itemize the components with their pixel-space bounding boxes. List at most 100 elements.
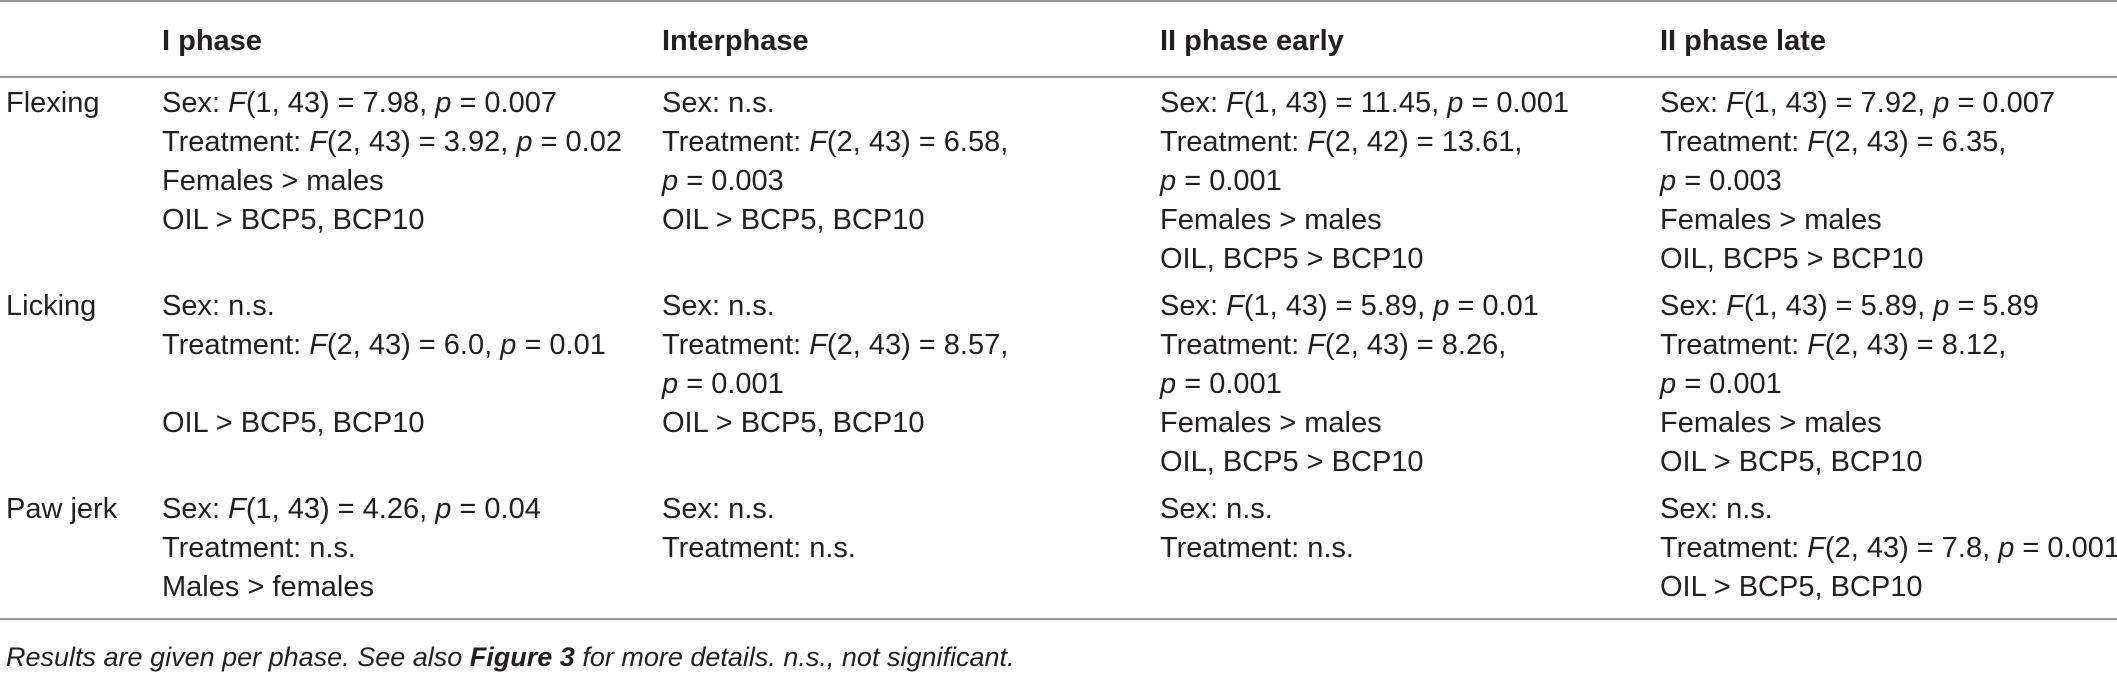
stat-symbol: F bbox=[309, 126, 327, 158]
table-cell: Sex: n.s. Treatment: F(2, 43) = 7.8, p = … bbox=[1660, 487, 2117, 620]
stat-text: (2, 43) = 6.35, bbox=[1824, 126, 2007, 158]
stat-text: (2, 43) = 8.26, bbox=[1324, 329, 1507, 361]
header-cell-ii-phase-late: II phase late bbox=[1660, 0, 2117, 78]
footnote-text-before: Results are given per phase. See also bbox=[6, 642, 470, 672]
stat-symbol: F bbox=[1226, 290, 1244, 322]
stat-text: (2, 43) = 7.8, bbox=[1824, 532, 1999, 564]
table-cell: Sex: n.s. Treatment: F(2, 43) = 6.0, p = … bbox=[162, 284, 662, 487]
stat-text: = 0.003 bbox=[1676, 165, 1782, 197]
stat-text: (1, 43) = 7.98, bbox=[245, 87, 436, 119]
cell-line: p = 0.001 bbox=[1160, 365, 1660, 404]
stat-symbol: p bbox=[435, 493, 452, 525]
header-cell-i-phase: I phase bbox=[162, 0, 662, 78]
table-cell: Sex: F(1, 43) = 5.89, p = 5.89 Treatment:… bbox=[1660, 284, 2117, 487]
stat-text: Sex: bbox=[1660, 290, 1727, 322]
cell-line: Sex: F(1, 43) = 7.92, p = 0.007 bbox=[1660, 84, 2117, 123]
stat-symbol: p bbox=[1998, 532, 2015, 564]
stat-text: Treatment: bbox=[1160, 329, 1308, 361]
cell-line: p = 0.003 bbox=[1660, 162, 2117, 201]
row-label: Paw jerk bbox=[0, 487, 162, 620]
cell-line: Treatment: F(2, 43) = 6.35, bbox=[1660, 123, 2117, 162]
stat-text: (2, 43) = 8.57, bbox=[826, 329, 1009, 361]
stat-text: (2, 43) = 6.0, bbox=[326, 329, 501, 361]
stat-text: = 0.001 bbox=[1176, 368, 1282, 400]
stat-text: = 0.01 bbox=[1449, 290, 1539, 322]
cell-line: Treatment: F(2, 43) = 3.92, p = 0.02 bbox=[162, 123, 662, 162]
table-cell: Sex: F(1, 43) = 4.26, p = 0.04 Treatment:… bbox=[162, 487, 662, 620]
header-cell-interphase: Interphase bbox=[662, 0, 1160, 78]
stat-text: = 0.01 bbox=[516, 329, 606, 361]
row-label: Flexing bbox=[6, 87, 100, 119]
cell-line: OIL > BCP5, BCP10 bbox=[1660, 446, 1923, 478]
table-cell: Sex: n.s. Treatment: n.s. bbox=[1160, 487, 1660, 620]
stat-text: (2, 43) = 3.92, bbox=[326, 126, 517, 158]
stat-symbol: F bbox=[1307, 126, 1325, 158]
stat-text: Sex: bbox=[1160, 290, 1227, 322]
cell-line: Treatment: F(2, 43) = 6.58, bbox=[662, 123, 1160, 162]
stat-text: = 0.007 bbox=[1949, 87, 2055, 119]
footnote-text-after: for more details. n.s., not significant. bbox=[574, 642, 1015, 672]
cell-line: Treatment: F(2, 43) = 6.0, p = 0.01 bbox=[162, 326, 662, 365]
cell-line: Sex: n.s. bbox=[662, 493, 775, 525]
row-label: Licking bbox=[6, 290, 97, 322]
cell-line: OIL, BCP5 > BCP10 bbox=[1160, 446, 1424, 478]
table-row: Flexing Sex: F(1, 43) = 7.98, p = 0.007 Tr… bbox=[0, 77, 2117, 284]
table-cell: Sex: F(1, 43) = 7.98, p = 0.007 Treatment… bbox=[162, 77, 662, 284]
table-footnote: Results are given per phase. See also Fi… bbox=[6, 642, 1015, 673]
stat-text: (2, 42) = 13.61, bbox=[1324, 126, 1523, 158]
cell-line: Sex: F(1, 43) = 4.26, p = 0.04 bbox=[162, 490, 662, 529]
table-cell: Sex: n.s. Treatment: F(2, 43) = 8.57, p = … bbox=[662, 284, 1160, 487]
cell-line: Females > males bbox=[1160, 407, 1382, 439]
cell-line: Treatment: F(2, 43) = 8.26, bbox=[1160, 326, 1660, 365]
stat-text: (2, 43) = 6.58, bbox=[826, 126, 1009, 158]
stat-text: (1, 43) = 11.45, bbox=[1243, 87, 1448, 119]
table-cell: Sex: F(1, 43) = 11.45, p = 0.001 Treatmen… bbox=[1160, 77, 1660, 284]
cell-line: Treatment: F(2, 43) = 7.8, p = 0.001 bbox=[1660, 529, 2117, 568]
results-table: I phase Interphase II phase early II pha… bbox=[0, 0, 2117, 620]
stat-symbol: p bbox=[500, 329, 517, 361]
stat-symbol: p bbox=[516, 126, 533, 158]
stat-text: Sex: bbox=[162, 493, 229, 525]
cell-line: Sex: F(1, 43) = 5.89, p = 5.89 bbox=[1660, 287, 2117, 326]
table-cell: Sex: F(1, 43) = 7.92, p = 0.007 Treatment… bbox=[1660, 77, 2117, 284]
cell-line: Sex: n.s. bbox=[1660, 493, 1773, 525]
stat-text: = 5.89 bbox=[1949, 290, 2039, 322]
cell-line: Sex: n.s. bbox=[162, 290, 275, 322]
cell-line: Sex: F(1, 43) = 7.98, p = 0.007 bbox=[162, 84, 662, 123]
cell-line: Females > males bbox=[1660, 407, 1882, 439]
stat-symbol: p bbox=[1160, 165, 1177, 197]
stat-text: (1, 43) = 4.26, bbox=[245, 493, 436, 525]
stat-symbol: p bbox=[662, 368, 679, 400]
cell-line: Males > females bbox=[162, 571, 374, 603]
stat-text: (1, 43) = 5.89, bbox=[1243, 290, 1434, 322]
cell-line: OIL > BCP5, BCP10 bbox=[162, 204, 425, 236]
stat-text: Treatment: bbox=[662, 126, 810, 158]
header-cell-behavior bbox=[0, 0, 162, 78]
stat-symbol: F bbox=[1726, 290, 1744, 322]
stat-symbol: F bbox=[1726, 87, 1744, 119]
stat-text: Treatment: bbox=[662, 329, 810, 361]
cell-line: Treatment: n.s. bbox=[662, 532, 856, 564]
stat-text: Treatment: bbox=[162, 329, 310, 361]
cell-line: OIL > BCP5, BCP10 bbox=[662, 204, 925, 236]
table-cell: Sex: n.s. Treatment: F(2, 43) = 6.58, p = … bbox=[662, 77, 1160, 284]
stat-text: = 0.04 bbox=[451, 493, 541, 525]
table-row: Licking Sex: n.s. Treatment: F(2, 43) = 6.… bbox=[0, 284, 2117, 487]
cell-line: Sex: F(1, 43) = 5.89, p = 0.01 bbox=[1160, 287, 1660, 326]
cell-line: p = 0.003 bbox=[662, 162, 1160, 201]
cell-line: OIL, BCP5 > BCP10 bbox=[1160, 243, 1424, 275]
cell-line: OIL > BCP5, BCP10 bbox=[162, 407, 425, 439]
header-row: I phase Interphase II phase early II pha… bbox=[0, 0, 2117, 78]
stat-text: = 0.001 bbox=[678, 368, 784, 400]
cell-line: Females > males bbox=[162, 165, 384, 197]
cell-line: Sex: n.s. bbox=[662, 87, 775, 119]
table-cell: Sex: n.s. Treatment: n.s. bbox=[662, 487, 1160, 620]
stat-text: = 0.001 bbox=[1176, 165, 1282, 197]
stat-symbol: F bbox=[809, 329, 827, 361]
stat-text: Sex: bbox=[1160, 87, 1227, 119]
cell-line: Treatment: n.s. bbox=[162, 532, 356, 564]
cell-line: Females > males bbox=[1660, 204, 1882, 236]
cell-line: Females > males bbox=[1160, 204, 1382, 236]
stat-text: Sex: bbox=[162, 87, 229, 119]
stat-symbol: p bbox=[1933, 87, 1950, 119]
